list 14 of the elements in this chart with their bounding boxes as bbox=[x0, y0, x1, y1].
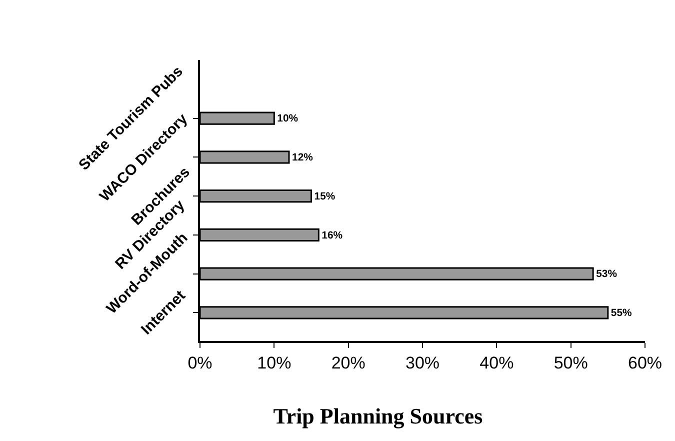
x-tick-label: 20% bbox=[331, 353, 366, 372]
data-label: 10% bbox=[277, 114, 298, 125]
x-tick-label: 50% bbox=[554, 353, 588, 372]
data-label: 12% bbox=[292, 152, 313, 164]
data-label: 53% bbox=[596, 269, 617, 280]
data-label: 15% bbox=[314, 191, 336, 202]
x-tick-label: 40% bbox=[480, 353, 514, 372]
data-label: 55% bbox=[610, 308, 632, 320]
text: Trip Planning Sources bbox=[273, 403, 484, 428]
data-label: 16% bbox=[322, 230, 343, 242]
x-tick-label: 30% bbox=[405, 353, 440, 372]
x-tick-label: 0% bbox=[188, 353, 212, 372]
x-tick-label: 10% bbox=[257, 353, 292, 372]
x-tick-label: 60% bbox=[628, 353, 662, 372]
